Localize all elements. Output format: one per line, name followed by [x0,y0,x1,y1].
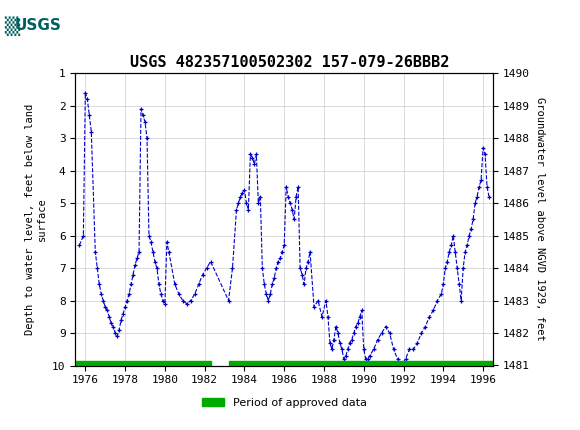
Text: USGS 482357100502302 157-079-26BBB2: USGS 482357100502302 157-079-26BBB2 [130,55,450,70]
Legend: Period of approved data: Period of approved data [197,394,371,412]
FancyBboxPatch shape [0,3,78,48]
Y-axis label: Groundwater level above NGVD 1929, feet: Groundwater level above NGVD 1929, feet [535,98,545,341]
Y-axis label: Depth to water level, feet below land
surface: Depth to water level, feet below land su… [25,104,46,335]
Text: USGS: USGS [14,18,61,33]
Text: ▒: ▒ [5,16,20,36]
